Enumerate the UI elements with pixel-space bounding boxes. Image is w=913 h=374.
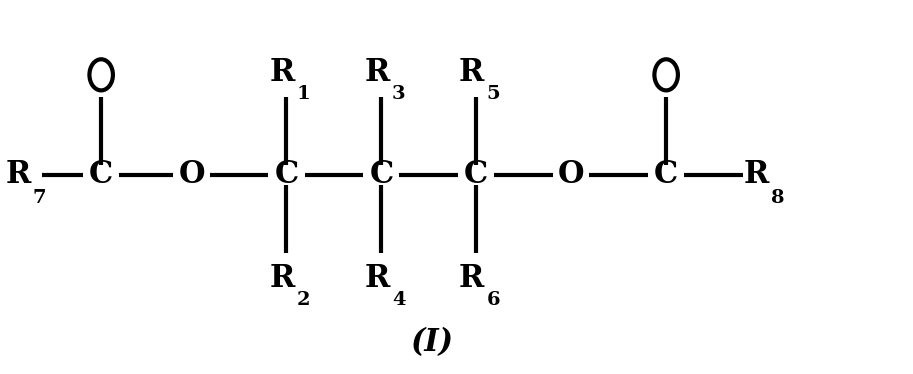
Text: C: C xyxy=(275,159,299,190)
Text: R: R xyxy=(5,159,31,190)
Ellipse shape xyxy=(655,59,678,91)
Text: C: C xyxy=(369,159,394,190)
Text: R: R xyxy=(459,263,485,294)
Text: R: R xyxy=(364,263,390,294)
Text: 5: 5 xyxy=(487,86,500,104)
Text: O: O xyxy=(178,159,205,190)
Text: 6: 6 xyxy=(487,291,500,309)
Text: (I): (I) xyxy=(410,327,453,358)
Text: C: C xyxy=(464,159,488,190)
Text: 7: 7 xyxy=(32,188,46,207)
Text: 4: 4 xyxy=(392,291,405,309)
Text: 3: 3 xyxy=(392,86,405,104)
Text: R: R xyxy=(269,263,295,294)
Text: R: R xyxy=(364,57,390,88)
Text: C: C xyxy=(654,159,678,190)
Text: 8: 8 xyxy=(771,188,784,207)
Text: 2: 2 xyxy=(297,291,310,309)
Text: R: R xyxy=(459,57,485,88)
Text: C: C xyxy=(89,159,113,190)
Text: O: O xyxy=(558,159,584,190)
Text: R: R xyxy=(744,159,770,190)
Ellipse shape xyxy=(89,59,113,91)
Text: 1: 1 xyxy=(297,86,310,104)
Text: R: R xyxy=(269,57,295,88)
